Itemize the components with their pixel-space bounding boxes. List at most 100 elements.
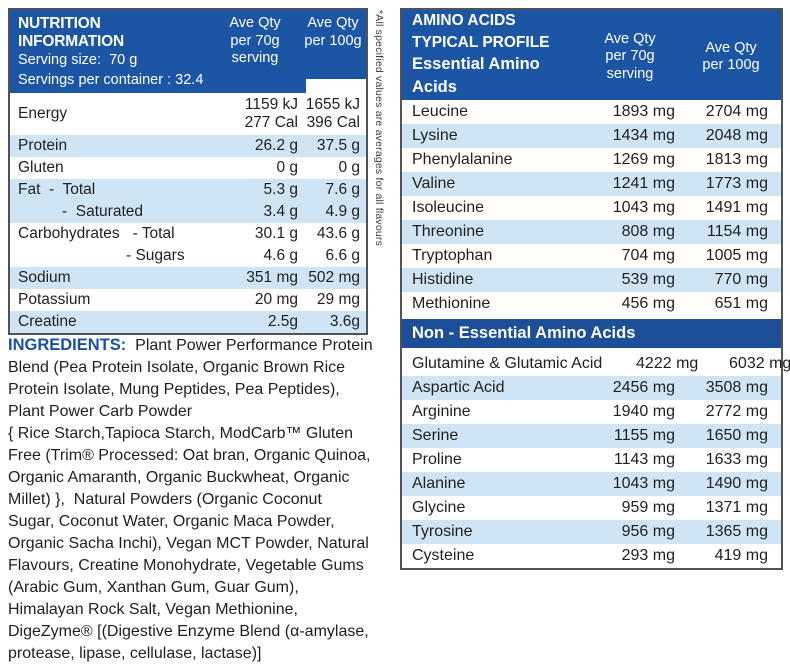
value-per-70g: 808 mg bbox=[621, 222, 675, 240]
value-per-100g: 6032 mg bbox=[729, 354, 790, 372]
table-row: Tryptophan 704 mg 1005 mg bbox=[402, 244, 781, 268]
row-label: Methionine bbox=[412, 294, 491, 312]
row-label: Aspartic Acid bbox=[412, 378, 505, 396]
value-per-70g: 1043 mg bbox=[612, 474, 675, 492]
value-per-100g: 37.5 g bbox=[316, 136, 360, 154]
table-row: Tyrosine 956 mg 1365 mg bbox=[402, 519, 781, 544]
row-label: Lysine bbox=[412, 126, 458, 144]
row-label: Serine bbox=[412, 426, 459, 444]
ingredients-section: INGREDIENTS: Plant Power Performance Pro… bbox=[8, 334, 400, 665]
value-per-70g: 1940 mg bbox=[612, 402, 675, 420]
serving-size: Serving size: 70 g bbox=[18, 52, 138, 68]
row-label: Threonine bbox=[412, 222, 485, 240]
table-row: Glycine 959 mg 1371 mg bbox=[402, 496, 781, 520]
value-per-100g: 43.6 g bbox=[316, 224, 360, 242]
row-label: Isoleucine bbox=[412, 198, 485, 216]
value-per-70g: 1269 mg bbox=[612, 150, 675, 168]
table-row: Serine 1155 mg 1650 mg bbox=[402, 423, 781, 448]
row-label: Energy bbox=[18, 104, 68, 122]
row-label: Arginine bbox=[412, 402, 471, 420]
row-label: Carbohydrates - Total bbox=[18, 224, 175, 242]
table-row: Alanine 1043 mg 1490 mg bbox=[402, 471, 781, 496]
row-label: Fat - Total bbox=[18, 180, 96, 198]
table-row: Protein 26.2 g 37.5 g bbox=[10, 135, 366, 158]
table-row: - Saturated 3.4 g 4.9 g bbox=[10, 201, 366, 224]
non-essential-section-title: Non - Essential Amino Acids bbox=[402, 318, 781, 348]
row-label: Histidine bbox=[412, 270, 474, 288]
amino-title-line1: AMINO ACIDS bbox=[412, 12, 516, 29]
value-per-70g: 456 mg bbox=[621, 294, 675, 312]
row-label: Tryptophan bbox=[412, 246, 493, 264]
nutrition-title: NUTRITION INFORMATION bbox=[18, 15, 124, 50]
row-label: Alanine bbox=[412, 474, 466, 492]
value-per-70g: 704 mg bbox=[621, 246, 675, 264]
table-row: Creatine 2.5g 3.6g bbox=[10, 311, 366, 334]
value-per-100g: 1365 mg bbox=[705, 522, 768, 540]
value-per-70g: 20 mg bbox=[254, 290, 298, 308]
value-per-100g: 1773 mg bbox=[705, 174, 768, 192]
value-per-70g: 1241 mg bbox=[612, 174, 675, 192]
row-label: Glycine bbox=[412, 498, 466, 516]
table-row: Isoleucine 1043 mg 1491 mg bbox=[402, 196, 781, 220]
row-label: Sodium bbox=[18, 268, 71, 286]
column-header-per-100g: Ave Qty per 100g bbox=[304, 15, 362, 49]
nutrition-information-table: NUTRITION INFORMATION Serving size: 70 g… bbox=[8, 8, 368, 336]
value-per-70g: 1143 mg bbox=[613, 450, 675, 468]
table-row: Arginine 1940 mg 2772 mg bbox=[402, 400, 781, 424]
table-row: Carbohydrates - Total 30.1 g 43.6 g bbox=[10, 223, 366, 245]
essential-amino-rows: Leucine 1893 mg 2704 mg Lysine 1434 mg 2048 m… bbox=[402, 100, 781, 316]
value-per-100g: 3.6g bbox=[329, 312, 360, 330]
value-per-70g: 2.5g bbox=[267, 312, 298, 330]
value-per-70g: 959 mg bbox=[621, 498, 675, 516]
column-header-per-100g: Ave Qty per 100g bbox=[702, 39, 760, 74]
table-row: Phenylalanine 1269 mg 1813 mg bbox=[402, 148, 781, 172]
column-header-per-70g: Ave Qty per 70g serving bbox=[604, 30, 656, 83]
row-label: Glutamine & Glutamic Acid bbox=[412, 354, 603, 372]
table-row: Energy 1159 kJ 277 Cal 1655 kJ 396 Cal bbox=[10, 93, 366, 135]
value-per-70g: 4222 mg bbox=[636, 354, 699, 372]
value-per-70g: 293 mg bbox=[621, 546, 675, 564]
value-per-100g: 770 mg bbox=[714, 270, 768, 288]
table-row: Valine 1241 mg 1773 mg bbox=[402, 171, 781, 196]
servings-per-container: Servings per container : 32.4 bbox=[18, 71, 204, 88]
value-per-100g: 1633 mg bbox=[705, 450, 768, 468]
table-row: Cysteine 293 mg 419 mg bbox=[402, 544, 781, 568]
value-per-100g: 1005 mg bbox=[705, 246, 768, 264]
value-per-100g: 1650 mg bbox=[705, 426, 768, 444]
value-per-70g: 1434 mg bbox=[612, 126, 675, 144]
row-label: Proline bbox=[412, 450, 462, 468]
value-per-70g: 351 mg bbox=[246, 268, 298, 286]
table-row: Lysine 1434 mg 2048 mg bbox=[402, 123, 781, 148]
table-row: Glutamine & Glutamic Acid 4222 mg 6032 mg bbox=[402, 352, 790, 376]
value-per-100g: 29 mg bbox=[316, 290, 360, 308]
table-row: Methionine 456 mg 651 mg bbox=[402, 292, 781, 316]
non-essential-amino-rows: Glutamine & Glutamic Acid 4222 mg 6032 mg A… bbox=[402, 352, 790, 568]
essential-section-title: Essential Amino Acids bbox=[412, 55, 540, 97]
value-per-100g: 1655 kJ 396 Cal bbox=[305, 95, 360, 132]
row-label: Potassium bbox=[18, 290, 91, 308]
value-per-100g: 0 g bbox=[338, 158, 360, 176]
value-per-100g: 1490 mg bbox=[705, 474, 768, 492]
value-per-100g: 2772 mg bbox=[705, 402, 768, 420]
table-row: - Sugars 4.6 g 6.6 g bbox=[10, 245, 366, 267]
value-per-70g: 1155 mg bbox=[613, 426, 675, 444]
row-label: - Sugars bbox=[126, 246, 185, 264]
value-per-70g: 3.4 g bbox=[263, 202, 298, 220]
value-per-70g: 956 mg bbox=[621, 522, 675, 540]
value-per-70g: 539 mg bbox=[621, 270, 675, 288]
amino-header-left: AMINO ACIDS TYPICAL PROFILE Essential Am… bbox=[402, 10, 579, 100]
table-row: Leucine 1893 mg 2704 mg bbox=[402, 100, 781, 124]
amino-table-header: AMINO ACIDS TYPICAL PROFILE Essential Am… bbox=[402, 10, 781, 100]
value-per-70g: 1159 kJ 277 Cal bbox=[244, 95, 298, 132]
table-row: Potassium 20 mg 29 mg bbox=[10, 289, 366, 311]
row-label: Valine bbox=[412, 174, 456, 192]
value-per-100g: 1813 mg bbox=[705, 150, 768, 168]
amino-title-line2: TYPICAL PROFILE bbox=[412, 33, 550, 51]
value-per-70g: 0 g bbox=[276, 158, 298, 176]
table-row: Fat - Total 5.3 g 7.6 g bbox=[10, 179, 366, 202]
row-label: Protein bbox=[18, 136, 68, 154]
value-per-70g: 1043 mg bbox=[612, 198, 675, 216]
row-label: - Saturated bbox=[62, 202, 143, 220]
row-label: Cysteine bbox=[412, 546, 475, 564]
